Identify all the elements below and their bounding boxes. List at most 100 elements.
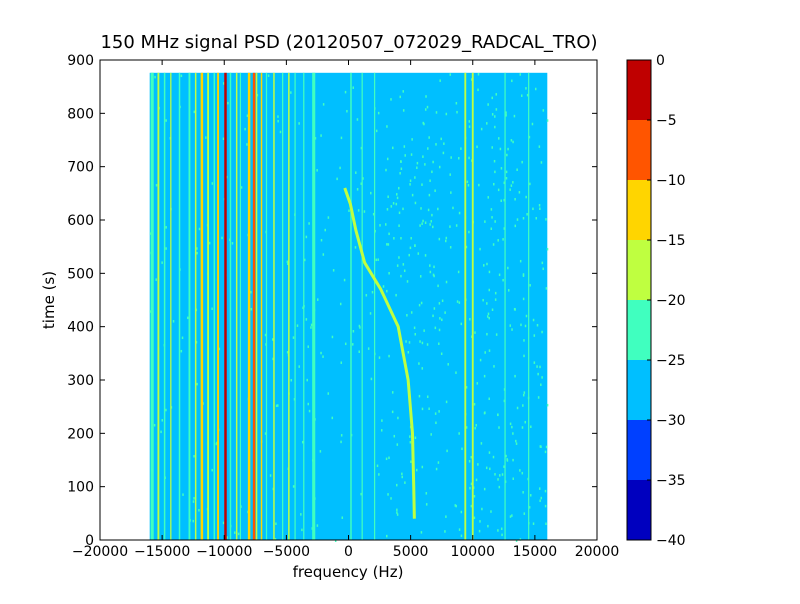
noise-cell xyxy=(497,478,499,481)
noise-cell xyxy=(432,225,434,229)
colorbar-tick-label: −40 xyxy=(656,533,686,549)
noise-cell xyxy=(414,176,416,179)
noise-cell xyxy=(316,524,319,527)
noise-cell xyxy=(404,481,406,484)
noise-cell xyxy=(371,290,374,294)
spectral-line xyxy=(288,72,290,541)
noise-cell xyxy=(351,343,354,346)
noise-cell xyxy=(480,442,483,445)
noise-cell xyxy=(275,522,277,525)
noise-cell xyxy=(181,336,184,340)
noise-cell xyxy=(519,469,521,472)
noise-cell xyxy=(376,464,379,468)
noise-cell xyxy=(493,365,495,368)
noise-cell xyxy=(390,98,392,101)
noise-cell xyxy=(393,434,396,438)
noise-cell xyxy=(362,177,364,180)
noise-cell xyxy=(264,432,267,435)
noise-cell xyxy=(546,119,549,122)
noise-cell xyxy=(503,399,506,403)
noise-cell xyxy=(513,114,516,118)
noise-cell xyxy=(523,512,526,515)
noise-cell xyxy=(521,471,524,475)
noise-cell xyxy=(501,533,503,537)
noise-cell xyxy=(452,206,454,210)
noise-cell xyxy=(505,454,507,458)
noise-cell xyxy=(430,220,432,223)
noise-cell xyxy=(419,224,421,227)
spectral-line xyxy=(312,72,316,541)
noise-cell xyxy=(528,135,531,139)
noise-cell xyxy=(507,289,510,292)
noise-cell xyxy=(215,442,218,446)
y-tick-label: 800 xyxy=(67,106,94,122)
noise-cell xyxy=(497,188,500,192)
noise-cell xyxy=(322,253,325,256)
spectral-line xyxy=(150,72,154,541)
noise-cell xyxy=(392,146,394,150)
noise-cell xyxy=(468,230,470,234)
noise-cell xyxy=(378,473,380,476)
noise-cell xyxy=(450,156,452,159)
noise-cell xyxy=(298,122,300,125)
noise-cell xyxy=(396,513,399,516)
noise-cell xyxy=(458,211,461,215)
noise-cell xyxy=(531,122,534,126)
noise-cell xyxy=(432,273,435,277)
spectral-line xyxy=(260,72,263,541)
noise-cell xyxy=(218,347,221,351)
noise-cell xyxy=(497,529,499,532)
noise-cell xyxy=(511,425,513,429)
noise-cell xyxy=(438,237,441,241)
noise-cell xyxy=(503,465,505,468)
noise-cell xyxy=(426,395,429,398)
heatmap-background xyxy=(149,72,548,541)
noise-cell xyxy=(540,445,542,449)
noise-cell xyxy=(495,93,498,96)
noise-cell xyxy=(226,536,229,539)
noise-cell xyxy=(386,157,389,161)
noise-cell xyxy=(454,504,457,507)
noise-cell xyxy=(542,109,545,112)
x-axis: −20000 −15000 −10000 −5000 0 5000 10000 15000 20… xyxy=(72,60,619,560)
noise-cell xyxy=(358,324,361,328)
noise-cell xyxy=(484,351,486,354)
noise-cell xyxy=(433,265,435,269)
noise-cell xyxy=(386,289,388,293)
noise-cell xyxy=(344,342,347,346)
noise-cell xyxy=(354,246,357,249)
noise-cell xyxy=(340,361,343,364)
spectral-line xyxy=(303,72,305,541)
noise-cell xyxy=(154,75,156,79)
noise-cell xyxy=(455,371,457,374)
noise-cell xyxy=(322,103,325,106)
noise-cell xyxy=(422,155,424,158)
noise-cell xyxy=(343,278,346,282)
noise-cell xyxy=(416,161,419,165)
noise-cell xyxy=(396,511,398,514)
noise-cell xyxy=(416,166,418,170)
noise-cell xyxy=(516,218,519,221)
noise-cell xyxy=(473,516,476,520)
noise-cell xyxy=(250,307,253,311)
noise-cell xyxy=(511,514,513,517)
noise-cell xyxy=(512,432,514,435)
noise-cell xyxy=(476,145,478,149)
noise-cell xyxy=(537,396,540,399)
noise-cell xyxy=(385,457,388,461)
noise-cell xyxy=(399,95,401,99)
noise-cell xyxy=(367,347,370,350)
y-tick-label: 600 xyxy=(67,213,94,229)
noise-cell xyxy=(314,137,317,140)
noise-cell xyxy=(388,232,390,236)
noise-cell xyxy=(458,432,460,435)
noise-cell xyxy=(388,354,390,358)
spectral-line xyxy=(255,72,258,541)
noise-cell xyxy=(522,273,525,276)
noise-cell xyxy=(198,227,201,231)
noise-cell xyxy=(403,269,406,273)
noise-cell xyxy=(395,202,398,206)
noise-cell xyxy=(391,391,394,394)
noise-cell xyxy=(470,482,473,486)
noise-cell xyxy=(378,356,381,359)
